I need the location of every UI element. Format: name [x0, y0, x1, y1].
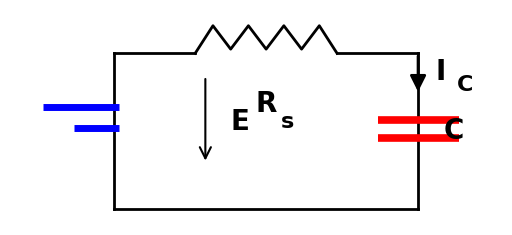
- Text: C: C: [443, 117, 464, 145]
- Text: s: s: [281, 112, 294, 132]
- Text: E: E: [231, 108, 249, 136]
- Text: R: R: [256, 90, 278, 118]
- Text: I: I: [436, 58, 446, 86]
- Text: C: C: [457, 75, 474, 95]
